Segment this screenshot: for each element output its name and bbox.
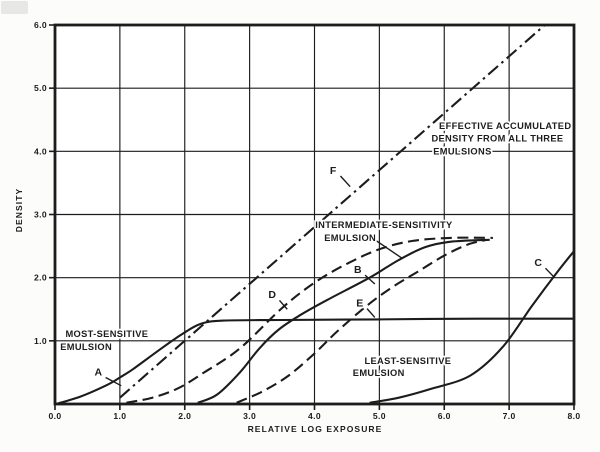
annotation-leader	[374, 239, 404, 260]
x-tick-label: 4.0	[308, 411, 321, 421]
y-axis-title: DENSITY	[14, 187, 24, 233]
curve-label-leader-E	[366, 308, 376, 318]
x-tick-label: 3.0	[243, 411, 256, 421]
curve-label-E: E	[356, 297, 363, 309]
curve-F	[119, 24, 546, 399]
y-tick-label: 5.0	[34, 83, 47, 93]
curve-D	[126, 236, 493, 404]
curve-label-leader-A	[105, 376, 122, 387]
y-tick-label: 3.0	[34, 210, 47, 220]
curve-label-leader-F	[339, 175, 351, 188]
x-axis-title: RELATIVE LOG EXPOSURE	[247, 424, 383, 434]
annotation-text: MOST-SENSITIVE	[65, 329, 148, 339]
x-tick-label: 7.0	[503, 411, 516, 421]
annotation-text: INTERMEDIATE-SENSITIVITY	[315, 220, 453, 230]
curve-label-leader-C	[544, 267, 556, 279]
curve-B	[197, 238, 490, 404]
scan-artifact	[1, 1, 28, 14]
curve-label-D: D	[268, 289, 276, 301]
curve-label-leader-D	[278, 299, 288, 310]
annotation-text: EMULSION	[353, 368, 405, 378]
y-tick-label: 6.0	[34, 20, 47, 30]
x-tick-label: 5.0	[373, 411, 386, 421]
curve-A	[55, 317, 575, 406]
curve-label-C: C	[534, 257, 542, 269]
curve-C	[369, 250, 575, 404]
y-tick-label: 4.0	[34, 146, 47, 156]
y-tick-label: 1.0	[34, 336, 47, 346]
annotation-text: EMULSION	[324, 233, 376, 243]
annotation-text: EMULSION	[60, 342, 112, 352]
x-tick-label: 0.0	[49, 411, 62, 421]
annotation-text: LEAST-SENSITIVE	[364, 356, 451, 366]
curve-label-F: F	[330, 165, 337, 177]
y-tick-label: 2.0	[34, 273, 47, 283]
annotation-text: EFFECTIVE ACCUMULATED	[439, 121, 571, 131]
curve-label-leader-B	[364, 274, 376, 285]
curve-label-A: A	[94, 366, 102, 378]
annotation-text: EMULSIONS	[433, 146, 491, 156]
curve-label-B: B	[354, 264, 362, 276]
annotation-text: DENSITY FROM ALL THREE	[431, 134, 563, 144]
x-tick-label: 1.0	[113, 411, 126, 421]
x-tick-label: 2.0	[178, 411, 191, 421]
x-tick-label: 6.0	[438, 411, 451, 421]
curve-E	[236, 238, 487, 404]
x-tick-label: 8.0	[568, 411, 581, 421]
